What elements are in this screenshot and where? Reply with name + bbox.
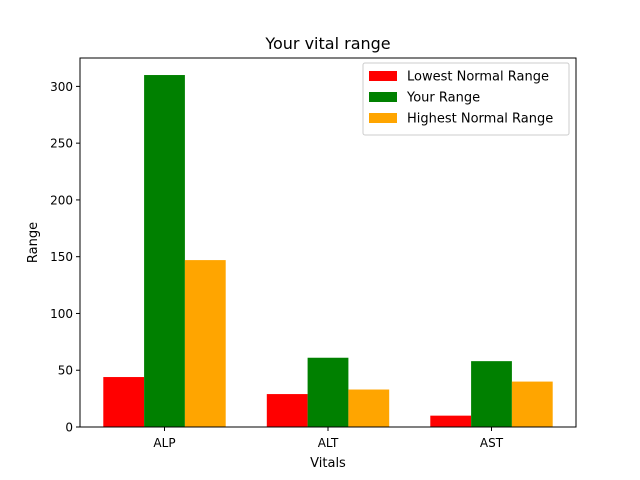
y-tick-label: 200 — [50, 193, 73, 207]
bars-group — [103, 75, 553, 427]
y-tick-label: 100 — [50, 307, 73, 321]
bar-ast-your-range — [471, 361, 512, 427]
bar-ast-highest-normal-range — [511, 381, 553, 427]
y-axis-ticks: 0 50 100 150 200 250 300 — [50, 80, 80, 435]
x-tick-label: ALT — [318, 436, 339, 450]
x-tick-label: ALP — [153, 436, 175, 450]
bar-alt-highest-normal-range — [348, 389, 390, 427]
legend-swatch — [369, 92, 397, 102]
y-tick-label: 50 — [58, 364, 73, 378]
bar-ast-lowest-normal-range — [430, 415, 472, 427]
bar-alt-your-range — [307, 357, 349, 427]
bar-alt-lowest-normal-range — [266, 394, 308, 427]
chart-title: Your vital range — [264, 34, 390, 53]
y-axis-label: Range — [26, 222, 41, 263]
y-tick-label: 150 — [50, 250, 73, 264]
bar-alp-highest-normal-range — [184, 260, 226, 427]
bar-alp-your-range — [144, 75, 185, 427]
x-axis-ticks: ALP ALT AST — [153, 427, 504, 450]
legend-box — [362, 62, 570, 136]
plot-frame — [79, 57, 577, 428]
legend-label: Lowest Normal Range — [407, 70, 549, 85]
y-tick-label: 0 — [65, 421, 73, 435]
legend-swatch — [369, 113, 397, 123]
x-axis-label: Vitals — [310, 456, 346, 471]
legend: Lowest Normal Range Your Range Highest Nor… — [362, 62, 570, 136]
legend-swatch — [369, 71, 397, 81]
legend-label: Highest Normal Range — [407, 112, 553, 127]
y-tick-label: 300 — [50, 80, 73, 94]
legend-label: Your Range — [406, 91, 480, 106]
x-tick-label: AST — [480, 436, 504, 450]
y-tick-label: 250 — [50, 137, 73, 151]
bar-alp-lowest-normal-range — [103, 377, 145, 427]
